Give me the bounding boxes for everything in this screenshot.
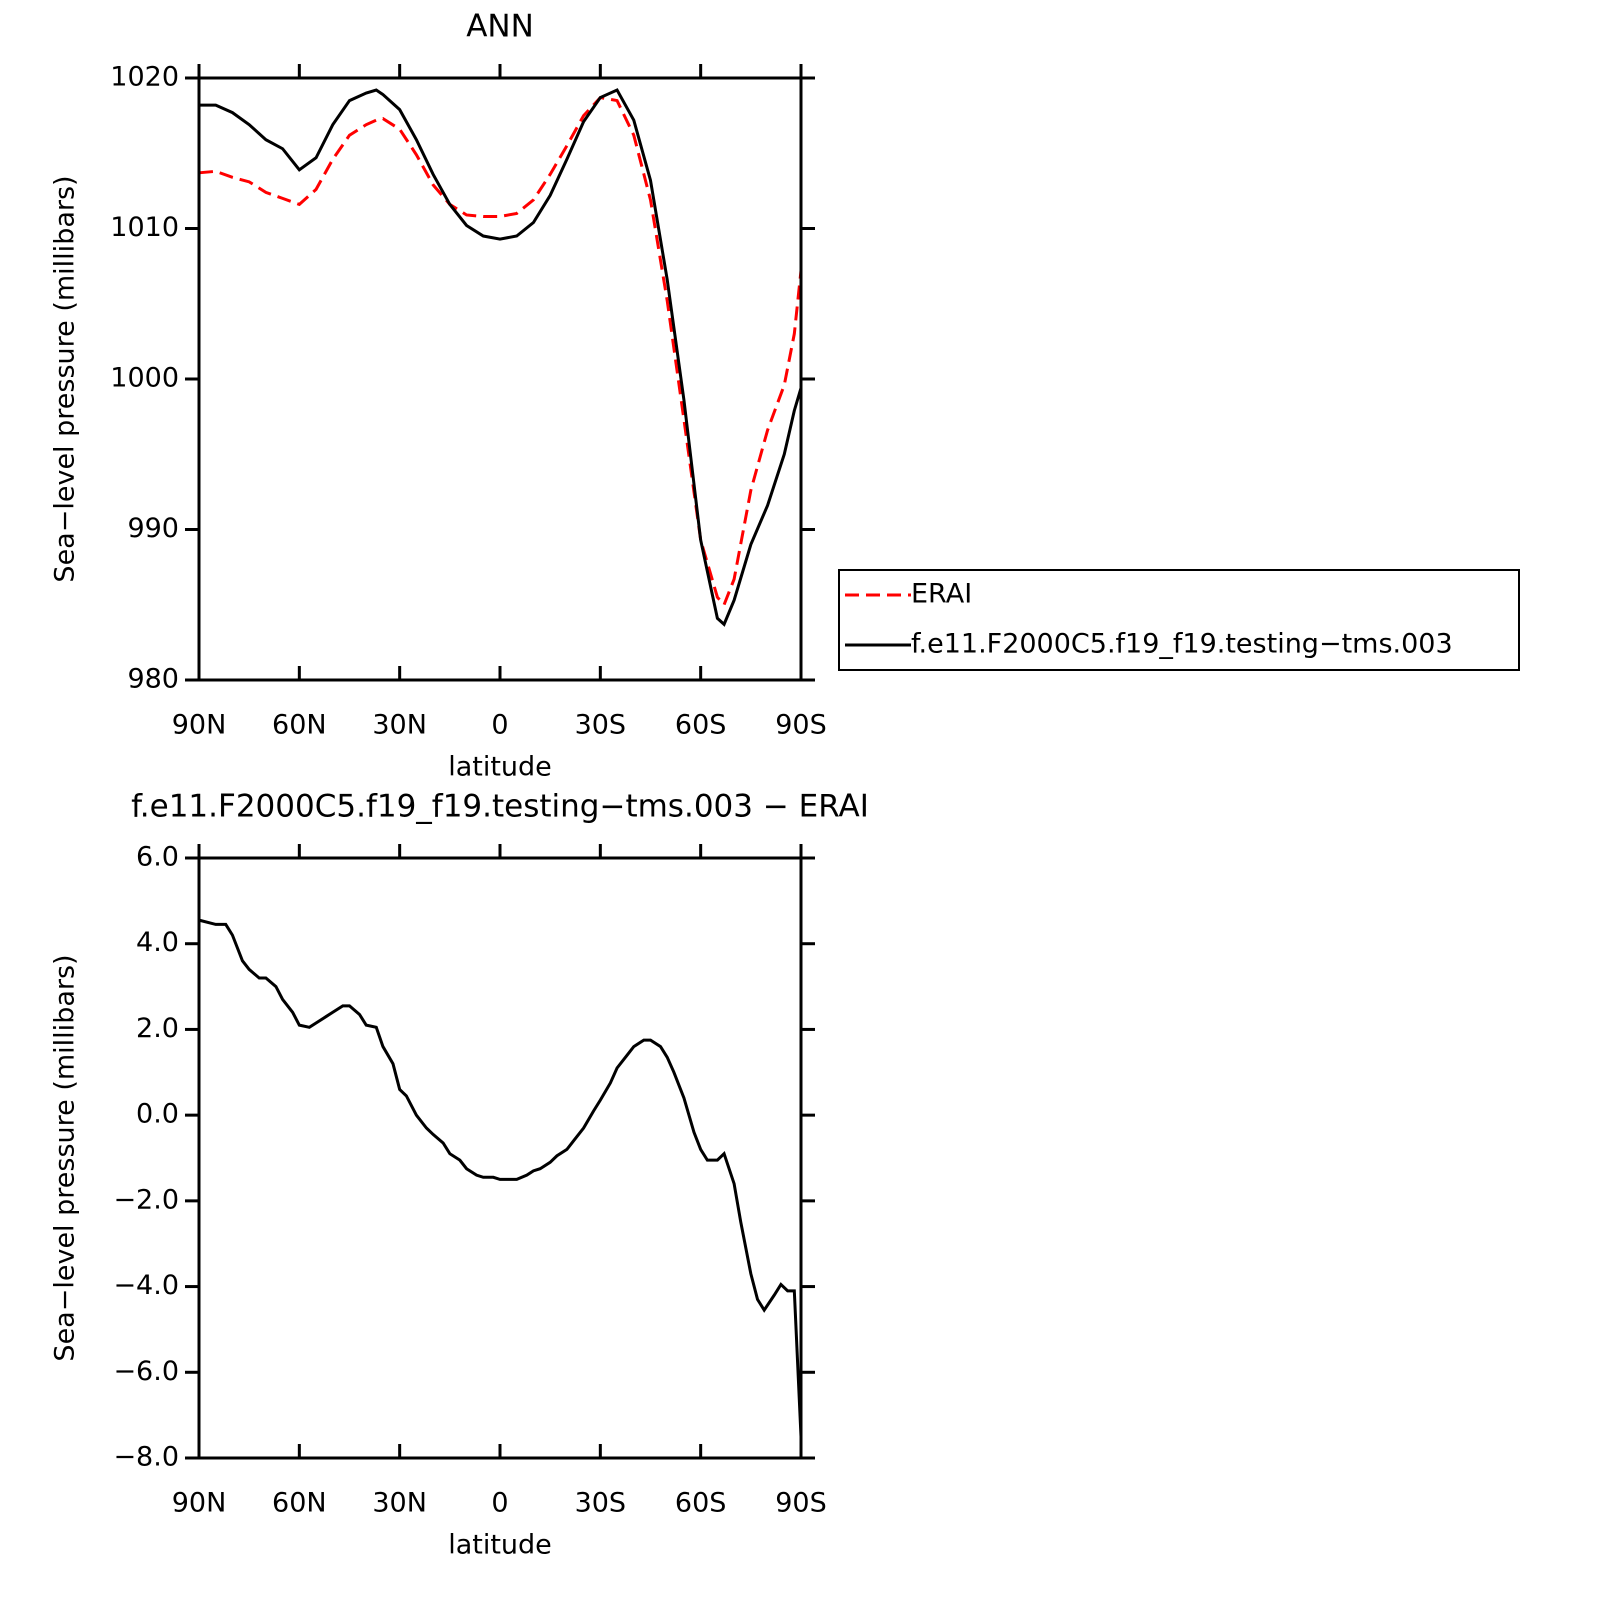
y-tick-label: 980 <box>127 664 179 695</box>
x-tick-label: 90N <box>172 1488 227 1519</box>
y-tick-label: −4.0 <box>113 1270 179 1301</box>
y-tick-label: 4.0 <box>136 927 179 958</box>
y-axis-label: Sea−level pressure (millibars) <box>50 954 81 1361</box>
plot-frame <box>197 856 803 1460</box>
y-tick-label: −6.0 <box>113 1356 179 1387</box>
x-tick-label: 90S <box>775 1488 827 1519</box>
x-tick-label: 30N <box>372 710 427 741</box>
legend-label: ERAI <box>911 579 972 610</box>
x-tick-label: 0 <box>491 1488 508 1519</box>
y-tick-label: −8.0 <box>113 1442 179 1473</box>
y-tick-label: 1020 <box>110 62 179 93</box>
x-tick-label: 90S <box>775 710 827 741</box>
y-tick-label: 6.0 <box>136 842 179 873</box>
y-tick-label: 990 <box>127 513 179 544</box>
data-line <box>199 88 803 627</box>
x-tick-label: 30N <box>372 1488 427 1519</box>
x-tick-label: 60S <box>675 710 727 741</box>
chart-title: ANN <box>466 9 534 45</box>
y-tick-label: 1000 <box>110 363 179 394</box>
data-line <box>198 918 803 1437</box>
legend-label: f.e11.F2000C5.f19_f19.testing−tms.003 <box>911 629 1453 660</box>
x-tick-label: 60S <box>675 1488 727 1519</box>
legend-box <box>838 569 1520 671</box>
x-tick-label: 90N <box>172 710 227 741</box>
y-tick-label: 1010 <box>110 212 179 243</box>
y-tick-label: 2.0 <box>136 1013 179 1044</box>
x-tick-label: 0 <box>491 710 508 741</box>
x-tick-label: 30S <box>575 710 627 741</box>
plot-frame <box>197 76 803 682</box>
chart-title: f.e11.F2000C5.f19_f19.testing−tms.003 − … <box>131 789 869 825</box>
y-tick-label: 0.0 <box>136 1099 179 1130</box>
x-tick-label: 30S <box>575 1488 627 1519</box>
y-axis-label: Sea−level pressure (millibars) <box>50 175 81 582</box>
data-line <box>198 95 803 608</box>
x-axis-label: latitude <box>448 752 552 783</box>
x-tick-label: 60N <box>272 710 327 741</box>
x-tick-label: 60N <box>272 1488 327 1519</box>
x-axis-label: latitude <box>448 1530 552 1561</box>
y-tick-label: −2.0 <box>113 1184 179 1215</box>
